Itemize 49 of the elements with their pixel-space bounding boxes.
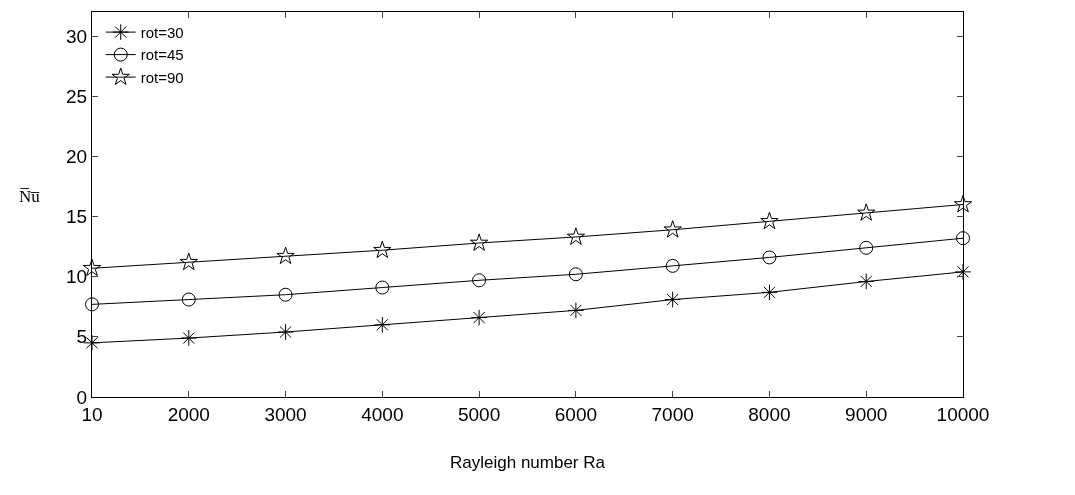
x-tick-label: 5000 bbox=[457, 403, 501, 425]
point bbox=[472, 273, 487, 288]
x-tick-label: 8000 bbox=[748, 403, 791, 425]
x-tick-label: 10000 bbox=[936, 403, 990, 425]
y-tick-label: 0 bbox=[76, 386, 88, 408]
point bbox=[566, 227, 586, 245]
y-tick-label: 20 bbox=[66, 146, 88, 168]
y-tick-label: 30 bbox=[66, 25, 88, 47]
point bbox=[469, 233, 489, 251]
point bbox=[760, 211, 779, 230]
point bbox=[85, 297, 99, 312]
x-tick-label: 6000 bbox=[554, 403, 598, 425]
point bbox=[567, 302, 585, 319]
point bbox=[857, 203, 876, 221]
x-tick-label: 2000 bbox=[167, 403, 210, 425]
legend-label: rot=30 bbox=[140, 23, 184, 41]
point bbox=[953, 194, 973, 213]
point bbox=[181, 292, 196, 307]
point bbox=[664, 291, 681, 308]
point bbox=[180, 329, 198, 347]
point bbox=[665, 258, 680, 273]
point bbox=[179, 252, 198, 271]
point bbox=[276, 246, 295, 265]
point bbox=[762, 250, 777, 265]
point bbox=[859, 240, 874, 255]
y-tick-label: 25 bbox=[66, 85, 88, 107]
point bbox=[373, 240, 392, 259]
point bbox=[470, 309, 488, 326]
y-tick-label: 10 bbox=[66, 266, 88, 288]
point bbox=[761, 284, 778, 301]
point bbox=[278, 287, 293, 302]
point bbox=[375, 280, 390, 295]
x-tick-label: 7000 bbox=[651, 403, 694, 425]
x-tick-label: 3000 bbox=[264, 403, 307, 425]
y-tick-label: 15 bbox=[66, 206, 88, 228]
y-tick-label: 5 bbox=[76, 326, 88, 348]
point bbox=[568, 267, 583, 282]
y-axis-title: N̅u̅ bbox=[19, 187, 41, 206]
legend-label: rot=45 bbox=[140, 46, 184, 64]
x-tick-label: 4000 bbox=[361, 403, 404, 425]
point bbox=[956, 231, 970, 246]
x-axis-title: Rayleigh number Ra bbox=[450, 453, 606, 473]
point bbox=[277, 323, 294, 341]
point bbox=[374, 316, 391, 334]
point bbox=[857, 273, 875, 290]
legend-label: rot=90 bbox=[140, 68, 184, 86]
x-tick-label: 9000 bbox=[845, 403, 888, 425]
point bbox=[663, 220, 682, 238]
point bbox=[954, 263, 972, 281]
